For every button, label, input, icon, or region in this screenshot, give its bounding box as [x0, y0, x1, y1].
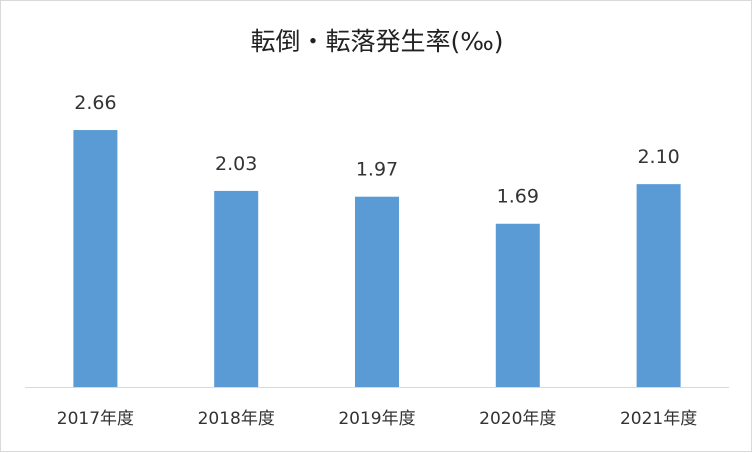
bar-2021年度 [636, 184, 681, 387]
value-label: 1.97 [356, 159, 398, 181]
value-label: 2.10 [637, 146, 679, 168]
bar-2018年度 [214, 190, 259, 387]
bar-2017年度 [73, 130, 118, 387]
bars-group [73, 130, 681, 387]
tick-labels-group: 2017年度 2018年度 2019年度 2020年度 2021年度 [57, 409, 697, 429]
value-label: 2.03 [215, 153, 257, 175]
value-label: 1.69 [497, 186, 539, 208]
x-tick-label: 2017年度 [57, 409, 134, 429]
x-tick-label: 2021年度 [620, 409, 697, 429]
bar-2019年度 [355, 196, 399, 387]
value-labels-group: 2.66 2.03 1.97 1.69 2.10 [74, 92, 680, 208]
x-tick-label: 2019年度 [338, 409, 415, 429]
chart-title: 転倒・転落発生率(‰) [250, 27, 504, 56]
x-tick-label: 2018年度 [198, 409, 275, 429]
x-tick-label: 2020年度 [479, 409, 556, 429]
value-label: 2.66 [74, 92, 116, 114]
bar-2020年度 [495, 223, 540, 387]
